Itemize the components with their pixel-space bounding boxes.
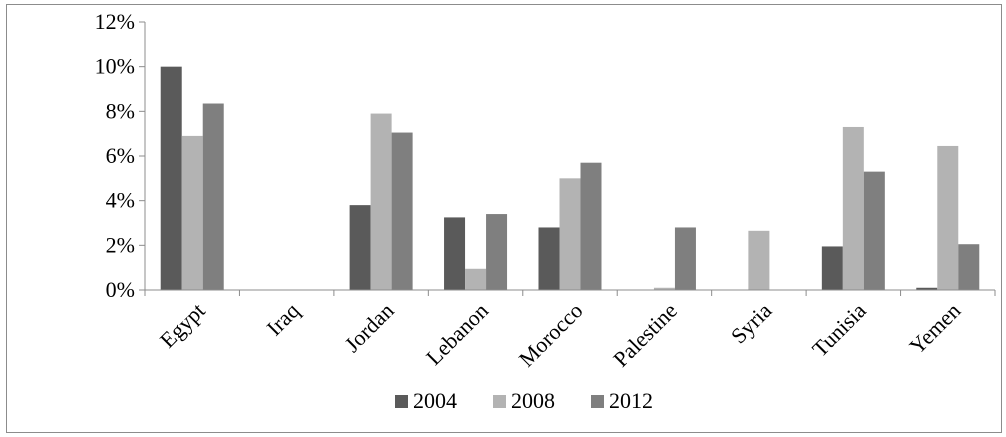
y-tick-label: 2% [106, 232, 135, 257]
bar-tunisia-2008 [842, 126, 864, 290]
legend-swatch [493, 395, 506, 408]
bars [160, 66, 980, 291]
bar-morocco-2004 [538, 227, 560, 290]
bar-palestine-2008 [653, 287, 675, 290]
bar-lebanon-2008 [465, 268, 487, 290]
bar-yemen-2008 [937, 145, 959, 290]
bar-tunisia-2004 [821, 246, 843, 290]
y-tick-label: 10% [95, 54, 135, 79]
bar-morocco-2008 [559, 178, 581, 290]
legend-label: 2012 [609, 388, 653, 413]
legend-label: 2004 [413, 388, 457, 413]
bar-tunisia-2012 [863, 171, 885, 290]
bar-egypt-2004 [160, 66, 182, 291]
bar-jordan-2012 [391, 132, 413, 290]
category-label: Palestine [608, 298, 682, 372]
category-label: Iraq [261, 298, 304, 341]
category-label: Lebanon [421, 298, 493, 370]
bar-jordan-2008 [370, 113, 392, 290]
y-tick-label: 12% [95, 9, 135, 34]
bar-palestine-2012 [674, 227, 696, 290]
bar-jordan-2004 [349, 205, 371, 290]
axes [144, 22, 996, 296]
legend-swatch [395, 395, 408, 408]
legend: 2004 2008 2012 [395, 388, 653, 413]
bar-yemen-2004 [916, 287, 938, 290]
category-label: Syria [726, 298, 777, 349]
y-tick-label: 0% [106, 277, 135, 302]
bar-egypt-2012 [202, 103, 224, 291]
bar-syria-2008 [748, 230, 770, 290]
category-label: Egypt [155, 298, 210, 353]
bar-egypt-2008 [181, 135, 203, 290]
y-tick-label: 4% [106, 188, 135, 213]
bar-yemen-2012 [958, 244, 980, 290]
y-axis-ticks: 0% 2% 4% 6% 8% 10% 12% [95, 9, 145, 302]
x-axis-labels: Egypt Iraq Jordan Lebanon Morocco Palestine Sy… [155, 298, 965, 372]
bar-lebanon-2004 [444, 217, 466, 290]
category-label: Yemen [904, 298, 965, 359]
legend-swatch [591, 395, 604, 408]
category-label: Jordan [339, 298, 398, 357]
y-tick-label: 8% [106, 98, 135, 123]
category-label: Tunisia [807, 298, 871, 362]
bar-morocco-2012 [580, 162, 602, 290]
category-label: Morocco [514, 298, 588, 372]
y-tick-label: 6% [106, 143, 135, 168]
legend-label: 2008 [511, 388, 555, 413]
bar-lebanon-2012 [486, 214, 508, 290]
